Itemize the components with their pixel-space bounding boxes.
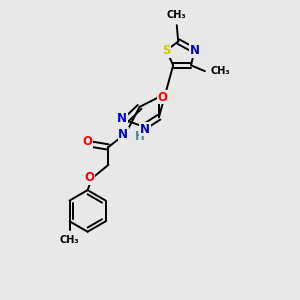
Text: CH₃: CH₃ <box>210 66 230 76</box>
Text: N: N <box>117 112 127 125</box>
Text: H: H <box>134 130 144 143</box>
Text: O: O <box>84 171 94 184</box>
Text: CH₃: CH₃ <box>166 11 186 20</box>
Text: O: O <box>82 135 93 148</box>
Text: O: O <box>158 91 167 103</box>
Text: N: N <box>118 128 128 141</box>
Text: S: S <box>162 44 171 57</box>
Text: CH₃: CH₃ <box>60 235 80 245</box>
Text: N: N <box>140 123 150 136</box>
Text: N: N <box>190 44 200 57</box>
